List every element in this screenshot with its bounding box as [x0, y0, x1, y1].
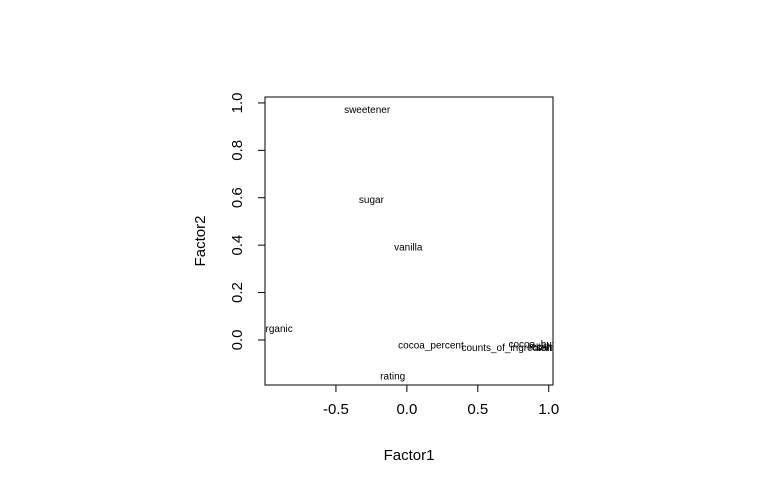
point-label-organic: organic	[260, 324, 293, 335]
point-label-sweetener: sweetener	[344, 105, 391, 116]
x-tick-label: 0.5	[467, 401, 488, 418]
x-tick-label: -0.5	[323, 401, 349, 418]
y-tick-label: 0.4	[229, 235, 246, 256]
point-label-salt: salt	[537, 343, 553, 354]
point-label-cocoa-percent: cocoa_percent	[398, 341, 464, 352]
point-label-cocoa-butter: cocoa_butter	[508, 340, 566, 351]
x-axis-label: Factor1	[384, 447, 435, 464]
y-tick-label: 1.0	[229, 92, 246, 113]
point-labels: sweetener sugar vanilla organic cocoa_percen…	[260, 105, 566, 383]
y-tick-label: 0.0	[229, 330, 246, 351]
plot-frame	[264, 96, 554, 386]
point-label-vanilla: vanilla	[394, 242, 423, 253]
y-tick-label: 0.2	[229, 282, 246, 303]
y-tick-label: 0.6	[229, 187, 246, 208]
point-label-rating: rating	[380, 372, 405, 383]
point-label-lecithin: lecithin	[529, 342, 560, 353]
axis-ticks: -0.5 0.0 0.5 1.0 0.0 0.2 0.4 0.6 0.8 1.0	[229, 92, 559, 418]
y-tick-label: 0.8	[229, 140, 246, 161]
point-label-counts-of-ingredients: counts_of_ingredients	[462, 343, 560, 354]
x-tick-label: 0.0	[396, 401, 417, 418]
x-tick-label: 1.0	[538, 401, 559, 418]
y-axis-label: Factor2	[192, 216, 209, 267]
point-label-sugar: sugar	[359, 195, 385, 206]
